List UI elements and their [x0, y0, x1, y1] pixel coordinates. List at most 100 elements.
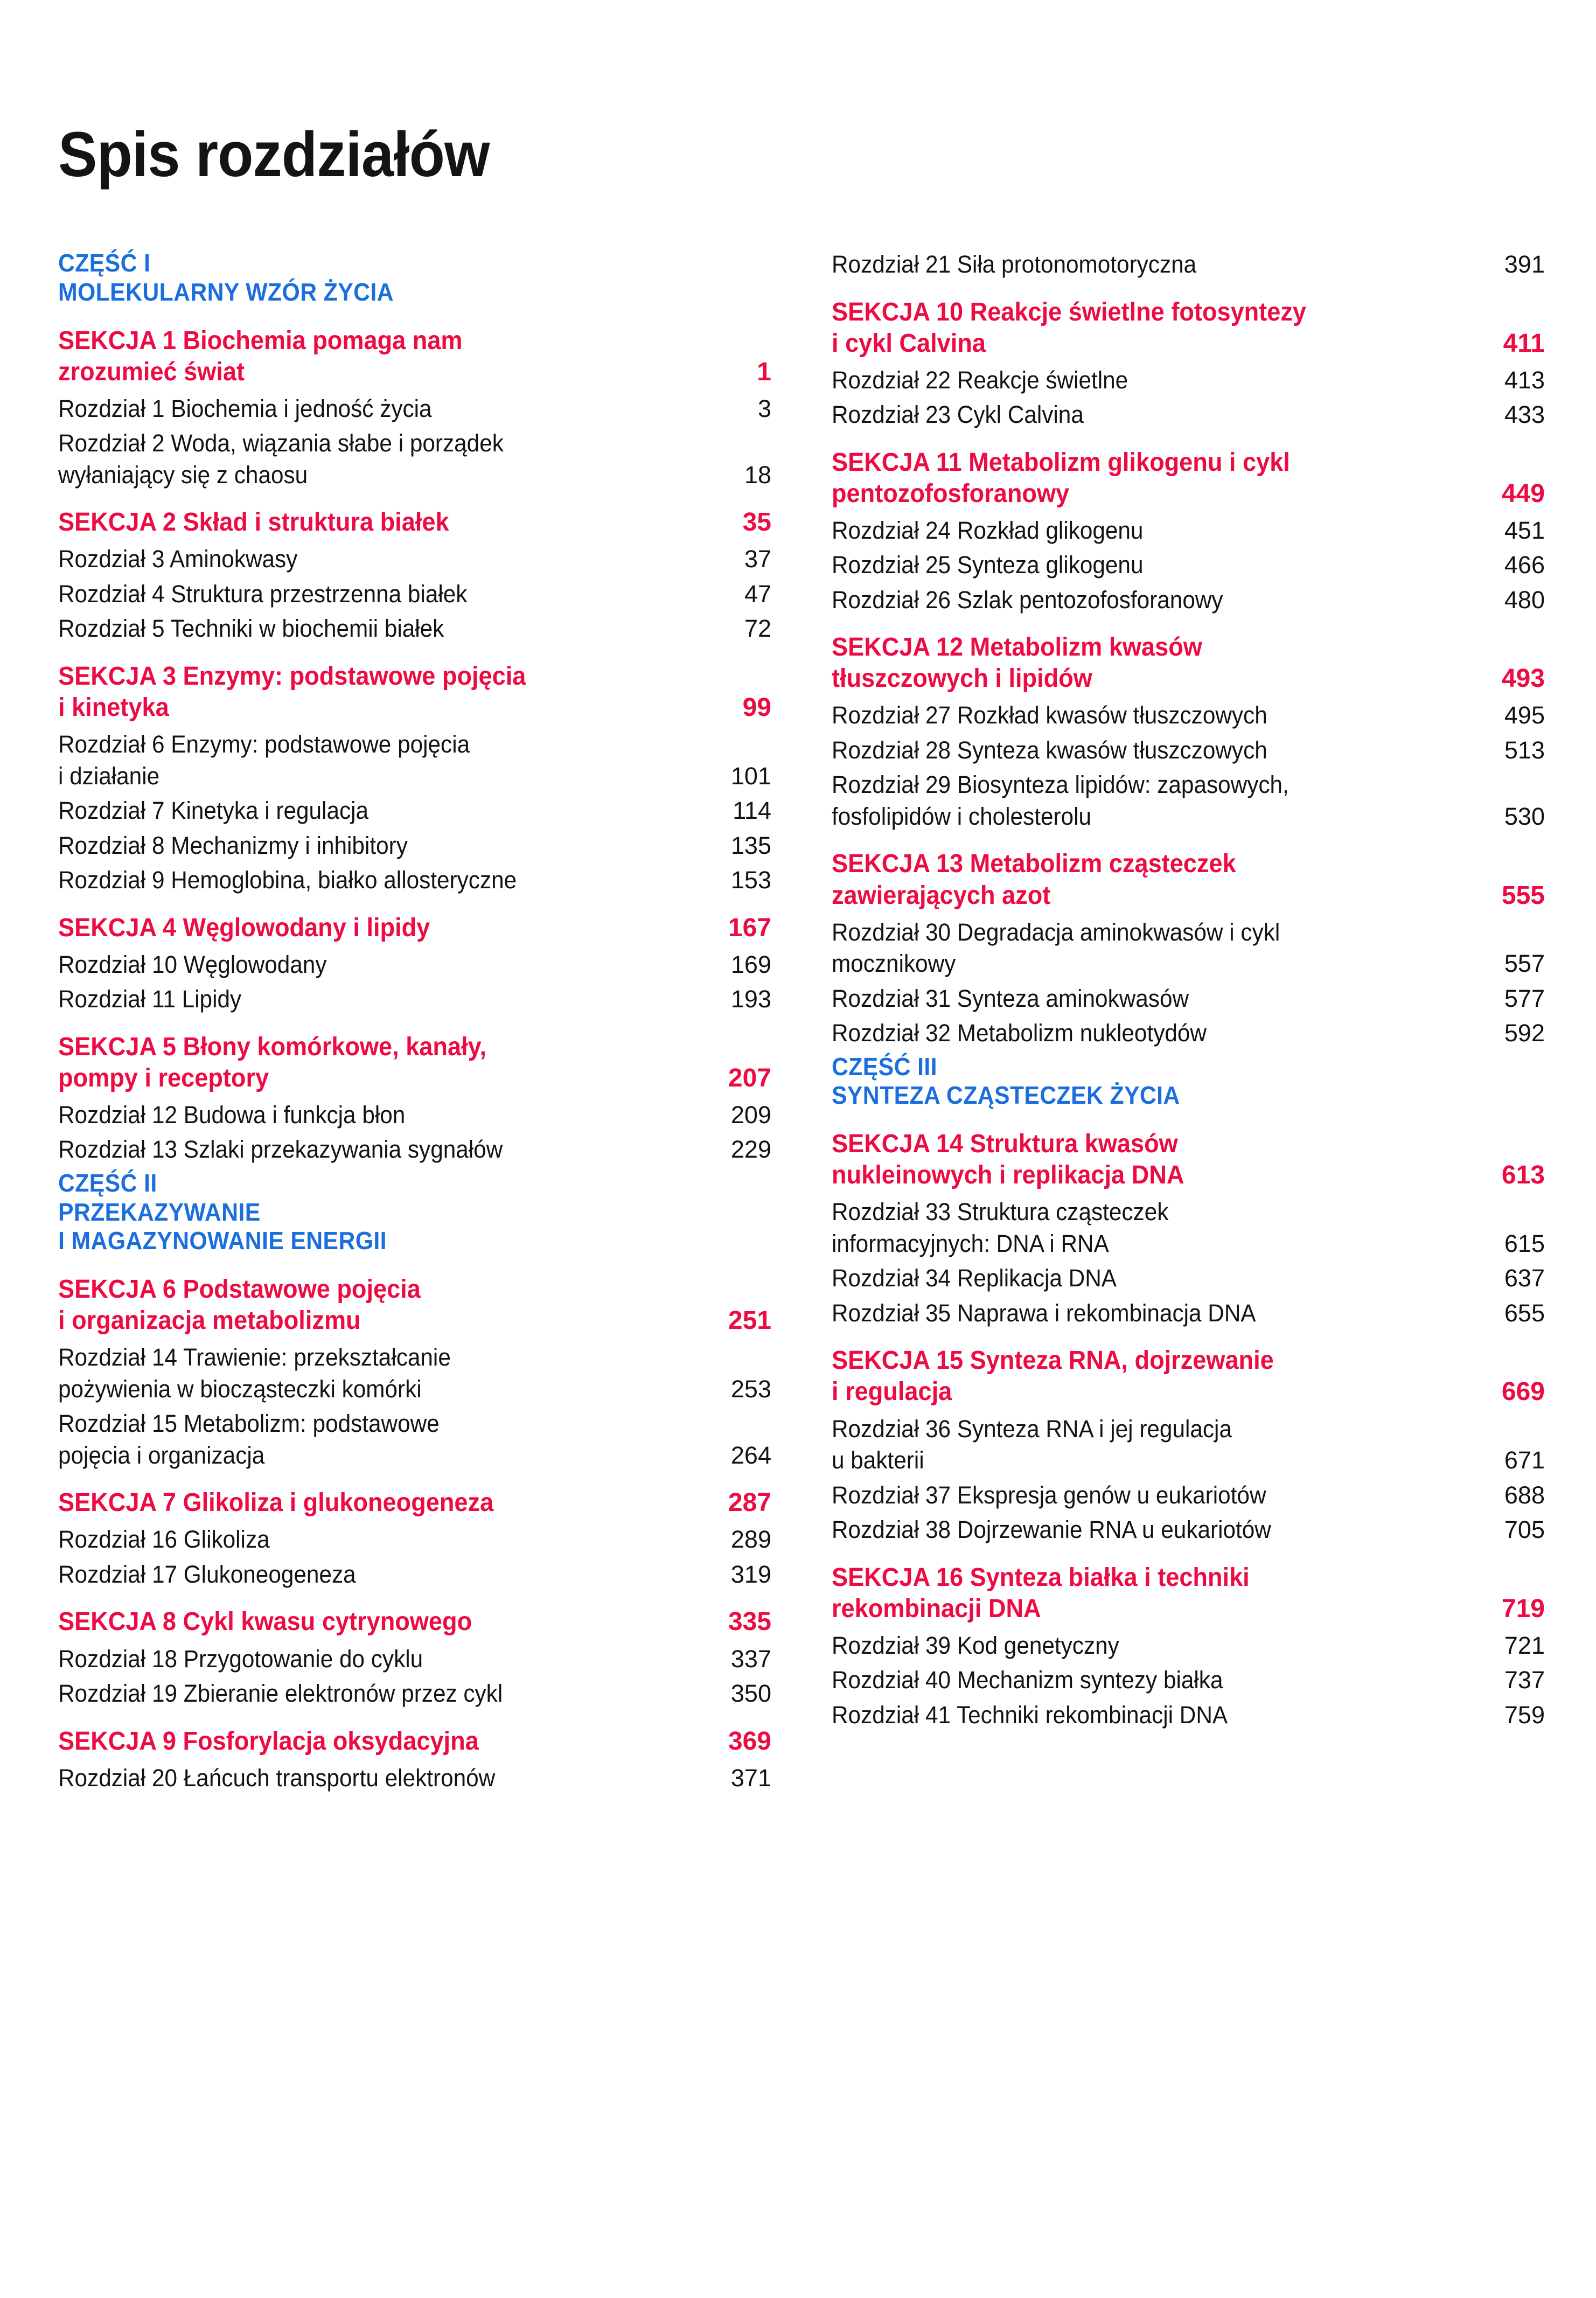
toc-column-right: Rozdział 21 Siła protonomotoryczna 391 SEK… — [832, 249, 1545, 1797]
chapter-entry[interactable]: Rozdział 10 Węglowodany 169 — [58, 949, 771, 981]
chapter-entry-line: Rozdział 13 Szlaki przekazywania sygnałó… — [58, 1134, 771, 1166]
chapter-entry[interactable]: Rozdział 20 Łańcuch transportu elektronó… — [58, 1763, 771, 1794]
chapter-entry[interactable]: Rozdział 8 Mechanizmy i inhibitory 135 — [58, 830, 771, 862]
section-entry[interactable]: SEKCJA 4 Węglowodany i lipidy 167 — [58, 913, 771, 944]
chapter-entry[interactable]: Rozdział 39 Kod genetyczny 721 — [832, 1630, 1545, 1662]
chapter-entry[interactable]: Rozdział 18 Przygotowanie do cyklu 337 — [58, 1644, 771, 1675]
chapter-page-number: 169 — [730, 950, 771, 978]
chapter-title: Rozdział 26 Szlak pentozofosforanowy — [832, 586, 1223, 614]
section-entry[interactable]: SEKCJA 7 Glikoliza i glukoneogeneza 287 — [58, 1487, 771, 1519]
chapter-entry-line: Rozdział 40 Mechanizm syntezy białka 737 — [832, 1665, 1545, 1696]
chapter-entry[interactable]: Rozdział 31 Synteza aminokwasów 577 — [832, 983, 1545, 1015]
chapter-entry[interactable]: Rozdział 2 Woda, wiązania słabe i porząd… — [58, 428, 771, 491]
chapter-entry-line: i działanie 101 — [58, 761, 771, 792]
chapter-entry[interactable]: Rozdział 41 Techniki rekombinacji DNA 759 — [832, 1700, 1545, 1731]
chapter-entry[interactable]: Rozdział 9 Hemoglobina, białko allostery… — [58, 865, 771, 896]
chapter-page-number: 480 — [1504, 586, 1545, 614]
chapter-entry[interactable]: Rozdział 19 Zbieranie elektronów przez c… — [58, 1678, 771, 1710]
chapter-entry-line: Rozdział 1 Biochemia i jedność życia 3 — [58, 393, 771, 425]
section-entry[interactable]: SEKCJA 15 Synteza RNA, dojrzewanie i regu… — [832, 1345, 1545, 1408]
section-entry-line: pentozofosforanowy 449 — [832, 478, 1545, 510]
chapter-entry[interactable]: Rozdział 17 Glukoneogeneza 319 — [58, 1559, 771, 1591]
chapter-page-number: 264 — [730, 1441, 771, 1469]
chapter-entry[interactable]: Rozdział 12 Budowa i funkcja błon 209 — [58, 1099, 771, 1131]
chapter-entry[interactable]: Rozdział 28 Synteza kwasów tłuszczowych 5… — [832, 735, 1545, 767]
chapter-entry[interactable]: Rozdział 34 Replikacja DNA 637 — [832, 1263, 1545, 1294]
section-entry-line: SEKCJA 9 Fosforylacja oksydacyjna 369 — [58, 1726, 771, 1757]
chapter-entry[interactable]: Rozdział 36 Synteza RNA i jej regulacja u… — [832, 1413, 1545, 1477]
chapter-entry[interactable]: Rozdział 27 Rozkład kwasów tłuszczowych 4… — [832, 700, 1545, 732]
chapter-page-number: 3 — [757, 394, 771, 422]
section-title: SEKCJA 5 Błony komórkowe, kanały, — [58, 1032, 486, 1061]
chapter-entry[interactable]: Rozdział 11 Lipidy 193 — [58, 984, 771, 1015]
chapter-entry[interactable]: Rozdział 35 Naprawa i rekombinacja DNA 65… — [832, 1298, 1545, 1329]
chapter-entry[interactable]: Rozdział 25 Synteza glikogenu 466 — [832, 549, 1545, 581]
chapter-entry[interactable]: Rozdział 24 Rozkład glikogenu 451 — [832, 515, 1545, 547]
section-entry[interactable]: SEKCJA 10 Reakcje świetlne fotosyntezy i … — [832, 297, 1545, 359]
chapter-title: Rozdział 17 Glukoneogeneza — [58, 1560, 356, 1588]
chapter-entry[interactable]: Rozdział 1 Biochemia i jedność życia 3 — [58, 393, 771, 425]
section-entry[interactable]: SEKCJA 13 Metabolizm cząsteczek zawierają… — [832, 848, 1545, 911]
section-entry[interactable]: SEKCJA 14 Struktura kwasów nukleinowych i… — [832, 1129, 1545, 1191]
chapter-page-number: 557 — [1504, 950, 1545, 978]
chapter-title: Rozdział 6 Enzymy: podstawowe pojęcia — [58, 730, 470, 758]
chapter-page-number: 253 — [730, 1375, 771, 1403]
chapter-entry-line: pojęcia i organizacja 264 — [58, 1440, 771, 1472]
chapter-entry-line: Rozdział 34 Replikacja DNA 637 — [832, 1263, 1545, 1294]
part-heading: CZĘŚĆ I MOLEKULARNY WZÓR ŻYCIA — [58, 249, 771, 307]
chapter-entry[interactable]: Rozdział 5 Techniki w biochemii białek 72 — [58, 613, 771, 645]
chapter-entry[interactable]: Rozdział 6 Enzymy: podstawowe pojęcia i d… — [58, 729, 771, 792]
section-title: SEKCJA 14 Struktura kwasów — [832, 1130, 1178, 1159]
chapter-title: Rozdział 40 Mechanizm syntezy białka — [832, 1666, 1223, 1694]
section-entry[interactable]: SEKCJA 1 Biochemia pomaga nam zrozumieć ś… — [58, 325, 771, 388]
chapter-entry-line: Rozdział 24 Rozkład glikogenu 451 — [832, 515, 1545, 547]
chapter-entry[interactable]: Rozdział 4 Struktura przestrzenna białek… — [58, 579, 771, 610]
section-title: SEKCJA 13 Metabolizm cząsteczek — [832, 849, 1236, 879]
part-heading: CZĘŚĆ II PRZEKAZYWANIE I MAGAZYNOWANIE ENE… — [58, 1169, 771, 1256]
chapter-entry[interactable]: Rozdział 38 Dojrzewanie RNA u eukariotów… — [832, 1514, 1545, 1546]
chapter-title: Rozdział 12 Budowa i funkcja błon — [58, 1101, 406, 1129]
section-entry[interactable]: SEKCJA 3 Enzymy: podstawowe pojęcia i kin… — [58, 661, 771, 723]
chapter-entry[interactable]: Rozdział 16 Glikoliza 289 — [58, 1524, 771, 1556]
chapter-entry-line: Rozdział 25 Synteza glikogenu 466 — [832, 549, 1545, 581]
chapter-entry[interactable]: Rozdział 7 Kinetyka i regulacja 114 — [58, 795, 771, 827]
section-page-number: 449 — [1501, 479, 1545, 508]
chapter-entry-line: mocznikowy 557 — [832, 948, 1545, 980]
section-entry[interactable]: SEKCJA 11 Metabolizm glikogenu i cykl pen… — [832, 447, 1545, 510]
chapter-page-number: 114 — [733, 797, 771, 825]
chapter-page-number: 319 — [730, 1560, 771, 1588]
section-entry[interactable]: SEKCJA 6 Podstawowe pojęcia i organizacja… — [58, 1274, 771, 1336]
section-entry[interactable]: SEKCJA 12 Metabolizm kwasów tłuszczowych … — [832, 632, 1545, 694]
section-entry-line: SEKCJA 13 Metabolizm cząsteczek — [832, 848, 1545, 880]
section-entry[interactable]: SEKCJA 16 Synteza białka i techniki rekom… — [832, 1562, 1545, 1625]
chapter-page-number: 513 — [1504, 736, 1545, 764]
section-entry[interactable]: SEKCJA 5 Błony komórkowe, kanały, pompy i… — [58, 1032, 771, 1094]
chapter-title: Rozdział 23 Cykl Calvina — [832, 401, 1084, 429]
chapter-entry[interactable]: Rozdział 30 Degradacja aminokwasów i cyk… — [832, 917, 1545, 980]
section-entry[interactable]: SEKCJA 2 Skład i struktura białek 35 — [58, 507, 771, 538]
chapter-entry-line: Rozdział 36 Synteza RNA i jej regulacja — [832, 1413, 1545, 1445]
chapter-entry[interactable]: Rozdział 23 Cykl Calvina 433 — [832, 399, 1545, 431]
chapter-entry[interactable]: Rozdział 14 Trawienie: przekształcanie po… — [58, 1342, 771, 1405]
chapter-entry[interactable]: Rozdział 21 Siła protonomotoryczna 391 — [832, 249, 1545, 281]
chapter-page-number: 530 — [1504, 802, 1545, 830]
chapter-entry[interactable]: Rozdział 26 Szlak pentozofosforanowy 480 — [832, 584, 1545, 616]
section-entry-line: SEKCJA 12 Metabolizm kwasów — [832, 632, 1545, 663]
chapter-title: u bakterii — [832, 1446, 924, 1474]
chapter-entry[interactable]: Rozdział 22 Reakcje świetlne 413 — [832, 365, 1545, 396]
section-entry[interactable]: SEKCJA 8 Cykl kwasu cytrynowego 335 — [58, 1606, 771, 1638]
chapter-entry[interactable]: Rozdział 3 Aminokwasy 37 — [58, 544, 771, 575]
chapter-entry[interactable]: Rozdział 37 Ekspresja genów u eukariotów… — [832, 1480, 1545, 1512]
chapter-title: Rozdział 35 Naprawa i rekombinacja DNA — [832, 1299, 1256, 1327]
section-entry[interactable]: SEKCJA 9 Fosforylacja oksydacyjna 369 — [58, 1726, 771, 1757]
chapter-page-number: 592 — [1504, 1019, 1545, 1047]
chapter-entry[interactable]: Rozdział 13 Szlaki przekazywania sygnałó… — [58, 1134, 771, 1166]
chapter-entry[interactable]: Rozdział 33 Struktura cząsteczek informac… — [832, 1196, 1545, 1259]
chapter-entry[interactable]: Rozdział 29 Biosynteza lipidów: zapasowy… — [832, 769, 1545, 832]
chapter-entry[interactable]: Rozdział 32 Metabolizm nukleotydów 592 — [832, 1018, 1545, 1049]
chapter-entry-line: Rozdział 4 Struktura przestrzenna białek… — [58, 579, 771, 610]
chapter-entry[interactable]: Rozdział 40 Mechanizm syntezy białka 737 — [832, 1665, 1545, 1696]
chapter-entry[interactable]: Rozdział 15 Metabolizm: podstawowe pojęci… — [58, 1408, 771, 1471]
section-title: SEKCJA 7 Glikoliza i glukoneogeneza — [58, 1488, 494, 1517]
